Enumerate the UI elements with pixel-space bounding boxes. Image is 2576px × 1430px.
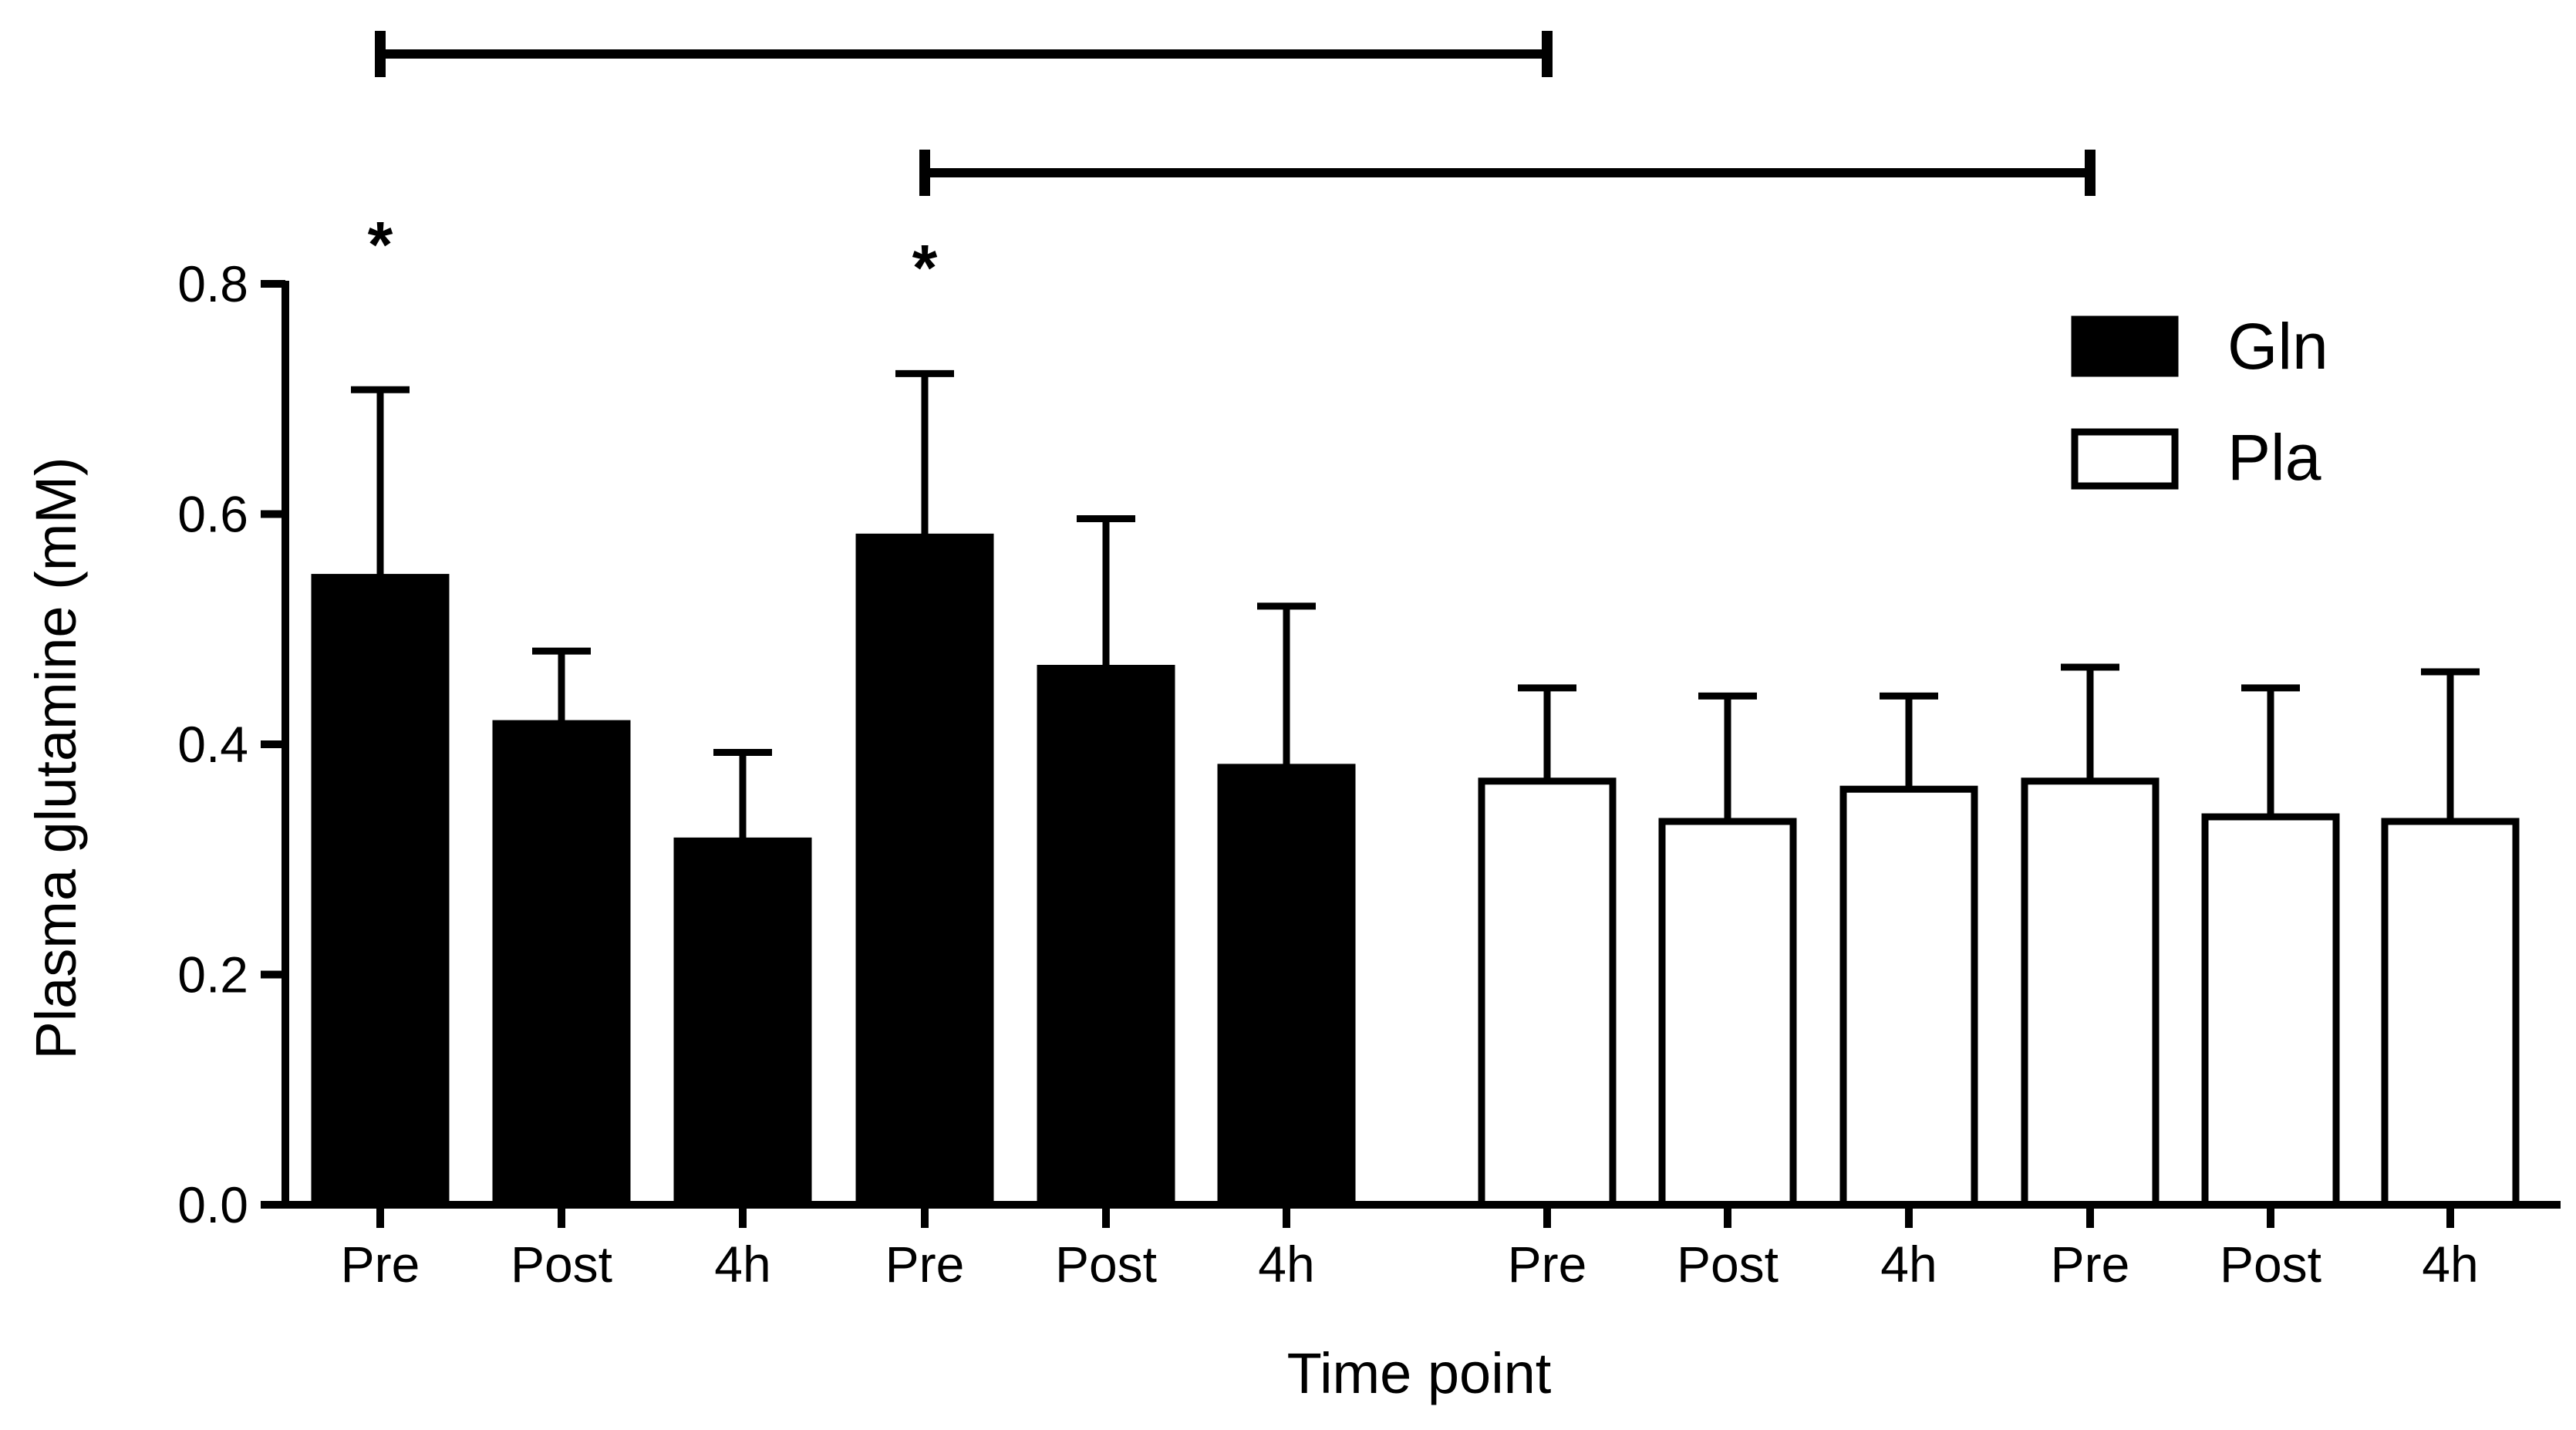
- bar-pla-pre: [2021, 777, 2160, 1209]
- bar-gln-4h: [1217, 764, 1356, 1209]
- x-tick-label: Pre: [885, 1236, 965, 1293]
- x-tick-label: Post: [1677, 1236, 1779, 1293]
- x-tick-label: Post: [2220, 1236, 2321, 1293]
- legend-swatch-pla: [2071, 428, 2179, 490]
- x-tick-label: 4h: [714, 1236, 770, 1293]
- y-tick-label: 0.6: [177, 486, 248, 543]
- x-tick-label: 4h: [2422, 1236, 2478, 1293]
- significance-star: *: [368, 208, 393, 281]
- x-tick-label: Post: [1055, 1236, 1157, 1293]
- legend: Gln Pla: [2071, 310, 2328, 494]
- bar-pla-post: [2201, 813, 2340, 1209]
- y-axis: 0.0 0.2 0.4 0.6 0.8: [177, 255, 289, 1233]
- x-axis: Pre Post 4h Pre Post 4h Pre Post 4h Pre Post 4h: [285, 1201, 2561, 1293]
- x-tick-label: Pre: [2051, 1236, 2130, 1293]
- bar-pla-pre: [1478, 777, 1617, 1209]
- x-axis-title: Time point: [1287, 1341, 1552, 1405]
- bar-pla-post: [1658, 818, 1797, 1209]
- significance-markers: * *: [368, 208, 938, 304]
- x-tick-label: Pre: [1508, 1236, 1587, 1293]
- y-axis-title: Plasma glutamine (mM): [24, 457, 88, 1059]
- legend-label-gln: Gln: [2227, 310, 2328, 383]
- bar-gln-post: [492, 720, 631, 1209]
- x-tick-label: Post: [511, 1236, 612, 1293]
- y-tick-label: 0.0: [177, 1176, 248, 1233]
- bar-gln-pre: [855, 533, 994, 1209]
- y-tick-label: 0.4: [177, 716, 248, 773]
- y-tick-label: 0.2: [177, 946, 248, 1003]
- bar-gln-pre: [311, 574, 450, 1209]
- error-bars: [351, 369, 2480, 841]
- x-tick-label: 4h: [1258, 1236, 1314, 1293]
- y-tick-label: 0.8: [177, 255, 248, 312]
- legend-swatch-gln: [2071, 315, 2179, 377]
- x-tick-label: 4h: [1880, 1236, 1937, 1293]
- bar-gln-4h: [673, 837, 812, 1209]
- bar-pla-4h: [1839, 785, 1978, 1209]
- bar-series: [311, 533, 2520, 1209]
- x-tick-label: Pre: [341, 1236, 420, 1293]
- legend-label-pla: Pla: [2227, 421, 2321, 494]
- bar-pla-4h: [2381, 818, 2520, 1209]
- significance-star: *: [912, 231, 938, 304]
- comparison-brackets: [375, 31, 2096, 196]
- bar-gln-post: [1037, 664, 1175, 1209]
